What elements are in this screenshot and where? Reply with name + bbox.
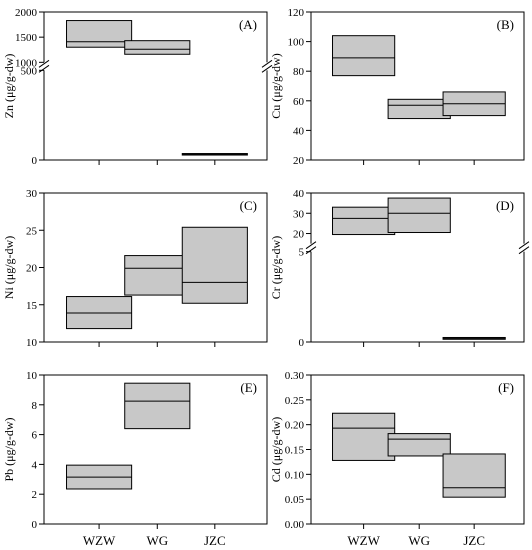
x-category-label-jzc: JZC	[463, 533, 485, 548]
y-tick-label: 20	[26, 263, 38, 275]
y-tick-label: 100	[288, 37, 305, 49]
y-tick-label: 120	[288, 7, 305, 19]
box-wzw	[332, 206, 396, 236]
y-tick-label: 0	[299, 337, 305, 349]
y-tick-label: 60	[293, 96, 305, 108]
y-tick-label: 30	[26, 188, 38, 200]
x-category-label-jzc: JZC	[204, 533, 226, 548]
y-tick-label: 40	[293, 125, 305, 137]
y-axis-label: Cr (μg/g-dw)	[269, 236, 283, 299]
y-axis-label: Pb (μg/g-dw)	[2, 417, 16, 481]
y-tick-label: 2000	[15, 7, 38, 19]
box-wg	[387, 98, 451, 120]
axis-break-gap	[305, 243, 317, 252]
x-category-label-wzw: WZW	[83, 533, 116, 548]
axis-break-mark	[518, 241, 530, 250]
box-jzc	[442, 453, 506, 498]
axis-break-mark	[305, 246, 317, 255]
y-tick-label: 8	[32, 400, 38, 412]
y-tick-label: 1500	[15, 32, 38, 44]
panel-tag: (B)	[497, 17, 514, 32]
panel-e: 0 2 4 6 8 10 (E) Pb (μg/g-dw)	[2, 370, 268, 531]
y-tick-label: 10	[26, 337, 38, 349]
panel-b: 20 40 60 80 100 120 (B) Cu (μg/g-dw)	[269, 7, 525, 167]
axis-break-gap	[38, 62, 50, 71]
panel-tag: (C)	[240, 198, 257, 213]
box-jzc	[181, 226, 248, 304]
y-tick-label: 1000	[15, 57, 38, 69]
y-tick-label: 0.05	[285, 494, 305, 506]
panel-d: 0 5 20 30 40 (D) Cr (μg/g-dw)	[269, 188, 530, 349]
y-tick-label: 0.15	[285, 445, 305, 457]
y-tick-label: 0.30	[285, 370, 305, 382]
y-tick-label: 30	[293, 208, 305, 220]
box-wg	[387, 197, 451, 234]
axis-break-mark	[261, 59, 273, 68]
panel-tag: (F)	[498, 380, 514, 395]
y-tick-label: 0.25	[285, 395, 305, 407]
y-tick-label: 0.20	[285, 420, 305, 432]
y-tick-label: 0.00	[285, 519, 305, 531]
y-axis-label: Zn (μg/g-dw)	[2, 54, 16, 119]
y-tick-label: 5	[299, 247, 305, 259]
y-tick-label: 0.10	[285, 469, 305, 481]
box-wzw	[332, 35, 396, 77]
y-tick-label: 2	[32, 489, 38, 501]
box-wzw	[66, 20, 133, 48]
panel-f: 0.00 0.05 0.10 0.15 0.20 0.25 0.30 (F) Cd (μg/g-…	[269, 370, 525, 531]
box-wg	[387, 433, 451, 457]
y-tick-label: 20	[293, 155, 305, 167]
panel-tag: (D)	[496, 198, 514, 213]
axis-break-mark	[261, 64, 273, 73]
y-tick-label: 40	[293, 188, 305, 200]
y-tick-label: 0	[32, 519, 38, 531]
y-axis-label: Cd (μg/g-dw)	[269, 417, 283, 482]
y-tick-label: 80	[293, 66, 305, 78]
axis-break-mark	[38, 64, 50, 73]
axis-break-mark	[38, 59, 50, 68]
panel-c: 10 15 20 25 30 (C) Ni (μg/g-dw)	[2, 188, 268, 349]
axis-break-gap	[261, 62, 273, 71]
y-tick-label: 0	[32, 155, 38, 167]
y-tick-label: 15	[26, 300, 38, 312]
axis-break-gap	[518, 243, 530, 252]
box-wzw	[332, 412, 396, 461]
x-category-label-wg: WG	[146, 533, 168, 548]
y-tick-label: 500	[21, 65, 38, 77]
x-category-label-wzw: WZW	[347, 533, 380, 548]
plot-frame	[43, 374, 268, 525]
panel-tag: (A)	[239, 17, 257, 32]
axis-break-mark	[518, 246, 530, 255]
plot-frame	[43, 11, 268, 161]
box-wg	[124, 382, 191, 430]
y-tick-label: 10	[26, 370, 38, 382]
panel-tag: (E)	[240, 380, 257, 395]
y-tick-label: 20	[293, 229, 305, 241]
box-wg	[124, 40, 191, 55]
y-tick-label: 25	[26, 225, 38, 237]
y-tick-label: 4	[32, 459, 38, 471]
y-axis-label: Cu (μg/g-dw)	[269, 53, 283, 118]
plot-frame	[310, 11, 525, 161]
x-category-label-wg: WG	[408, 533, 430, 548]
y-tick-label: 6	[32, 430, 38, 442]
plot-frame	[310, 192, 525, 343]
axis-break-mark	[305, 241, 317, 250]
y-axis-label: Ni (μg/g-dw)	[2, 236, 16, 299]
box-wg	[124, 255, 191, 296]
